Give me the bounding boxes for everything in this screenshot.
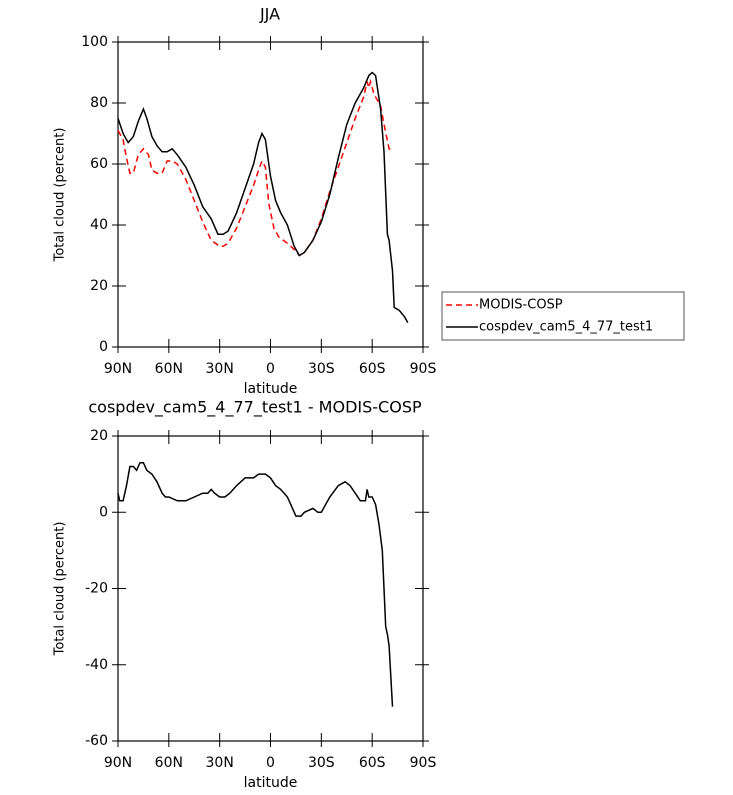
- data-line: [117, 71, 409, 323]
- chart-title: JJA: [259, 5, 280, 24]
- legend-box: [441, 291, 685, 341]
- x-tick-label: 30N: [206, 361, 234, 377]
- y-tick-label: 100: [81, 34, 108, 50]
- y-tick-label: 80: [90, 95, 108, 111]
- x-axis-label: latitude: [244, 775, 298, 791]
- x-tick-label: 60N: [155, 361, 183, 377]
- y-tick-label: 20: [90, 428, 108, 444]
- x-tick-label: 0: [266, 361, 275, 377]
- x-axis-label: latitude: [244, 381, 298, 397]
- plot-frame: [117, 435, 424, 742]
- data-line: [117, 461, 394, 707]
- y-tick-label: 20: [90, 278, 108, 294]
- y-tick-label: -40: [85, 657, 108, 673]
- x-tick-label: 30S: [308, 361, 335, 377]
- x-tick-label: 90S: [410, 755, 437, 771]
- x-tick-label: 60N: [155, 755, 183, 771]
- x-tick-label: 30N: [206, 755, 234, 771]
- y-axis-label: Total cloud (percent): [53, 522, 68, 657]
- x-tick-label: 0: [266, 755, 275, 771]
- y-tick-label: -20: [85, 581, 108, 597]
- x-tick-label: 60S: [359, 361, 386, 377]
- x-tick-label: 90N: [104, 755, 132, 771]
- y-tick-label: 0: [99, 504, 108, 520]
- y-tick-label: -60: [85, 733, 108, 749]
- legend-label: MODIS-COSP: [479, 298, 563, 313]
- x-tick-label: 60S: [359, 755, 386, 771]
- data-line: [117, 78, 393, 257]
- y-tick-label: 40: [90, 217, 108, 233]
- x-tick-label: 90S: [410, 361, 437, 377]
- chart-title: cospdev_cam5_4_77_test1 - MODIS-COSP: [88, 398, 422, 418]
- legend-label: cospdev_cam5_4_77_test1: [479, 320, 653, 335]
- y-tick-label: 60: [90, 156, 108, 172]
- x-tick-label: 90N: [104, 361, 132, 377]
- y-axis-label: Total cloud (percent): [53, 128, 68, 263]
- y-tick-label: 0: [99, 339, 108, 355]
- x-tick-label: 30S: [308, 755, 335, 771]
